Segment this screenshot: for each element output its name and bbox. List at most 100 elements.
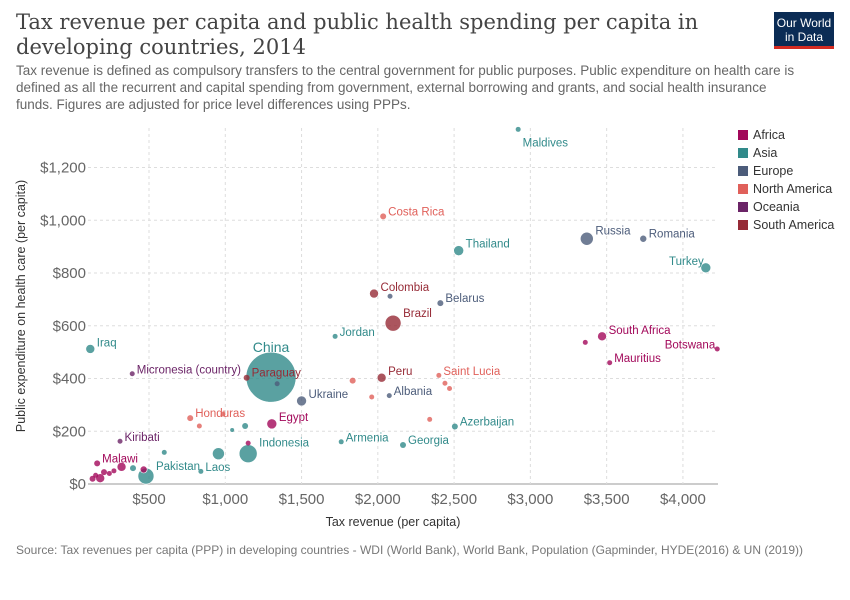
legend-label: Oceania: [753, 200, 800, 214]
data-point: [332, 333, 338, 339]
point-label: Saint Lucia: [443, 366, 501, 378]
point-label: Indonesia: [259, 438, 309, 450]
data-point: [447, 386, 453, 392]
data-point: [196, 423, 202, 429]
y-axis-title: Public expenditure on health care (per c…: [14, 180, 28, 432]
data-point: [85, 344, 96, 354]
owid-logo[interactable]: Our World in Data: [774, 12, 834, 49]
legend-item[interactable]: North America: [738, 180, 834, 198]
point-label: South Africa: [609, 325, 672, 337]
point-label: Egypt: [279, 412, 309, 424]
source-note: Source: Tax revenues per capita (PPP) in…: [16, 543, 804, 557]
data-point: [94, 460, 101, 467]
point-label: Jordan: [340, 327, 375, 339]
data-point: [580, 231, 594, 246]
point-label: Azerbaijan: [460, 417, 514, 429]
data-point: [198, 468, 204, 474]
data-point: [245, 440, 251, 446]
point-label: Maldives: [523, 137, 569, 149]
legend-swatch: [738, 220, 748, 230]
x-tick-label: $4,000: [660, 491, 706, 508]
data-point: [139, 465, 148, 474]
point-label: Malawi: [102, 453, 138, 465]
point-label: Paraguay: [252, 368, 301, 380]
logo-line-2: in Data: [784, 30, 824, 44]
point-label: Peru: [388, 366, 412, 378]
point-label: Mauritius: [614, 353, 661, 365]
data-point: [274, 381, 280, 387]
point-label: Brazil: [403, 308, 432, 320]
point-label: Micronesia (country): [137, 364, 241, 376]
legend-item[interactable]: Europe: [738, 162, 834, 180]
data-point: [238, 444, 258, 463]
point-label: Botswana: [665, 339, 716, 351]
y-tick-label: $1,000: [40, 212, 86, 229]
legend-item[interactable]: Asia: [738, 144, 834, 162]
chart-subtitle: Tax revenue is defined as compulsory tra…: [16, 63, 795, 112]
data-point: [380, 213, 387, 220]
legend-swatch: [738, 184, 748, 194]
chart-title: Tax revenue per capita and public health…: [16, 10, 699, 59]
data-point: [230, 427, 235, 432]
data-point: [369, 288, 379, 299]
data-point: [242, 422, 249, 429]
data-point: [101, 469, 108, 476]
data-point: [607, 360, 613, 366]
data-point: [111, 468, 117, 474]
data-point: [220, 411, 226, 417]
point-label: Russia: [595, 225, 631, 237]
data-point: [117, 438, 123, 444]
data-point: [384, 314, 402, 332]
point-label: Albania: [394, 386, 433, 398]
data-point: [453, 245, 464, 256]
legend-label: North America: [753, 182, 833, 196]
point-label: Iraq: [97, 337, 117, 349]
point-label: Thailand: [466, 239, 510, 251]
legend-item[interactable]: Oceania: [738, 198, 834, 216]
legend: Africa Asia Europe North America Oceania Sout…: [738, 126, 834, 234]
x-tick-label: $1,000: [202, 491, 248, 508]
data-point: [597, 331, 607, 342]
data-point: [387, 293, 393, 299]
point-label: Georgia: [408, 435, 450, 447]
legend-swatch: [738, 148, 748, 158]
y-tick-label: $200: [53, 423, 86, 440]
x-tick-label: $3,500: [584, 491, 630, 508]
data-point: [106, 470, 112, 476]
legend-item[interactable]: South America: [738, 216, 834, 234]
x-tick-label: $3,000: [507, 491, 553, 508]
data-point: [338, 439, 344, 445]
x-tick-label: $2,000: [355, 491, 401, 508]
y-tick-label: $600: [53, 318, 86, 335]
x-tick-label: $500: [132, 491, 165, 508]
point-label: Colombia: [381, 282, 430, 294]
data-point: [296, 395, 307, 407]
data-point: [442, 380, 448, 386]
data-point: [116, 462, 127, 472]
point-label: China: [253, 339, 290, 355]
data-point: [187, 415, 194, 422]
point-label: Laos: [205, 462, 230, 474]
point-label: Kiribati: [125, 432, 160, 444]
point-label: Ukraine: [309, 389, 349, 401]
data-point: [161, 449, 167, 455]
point-label: Honduras: [195, 408, 245, 420]
point-label: Costa Rica: [388, 206, 445, 218]
y-tick-label: $800: [53, 265, 86, 282]
data-point: [93, 472, 99, 478]
point-label: Belarus: [445, 293, 484, 305]
data-point: [451, 423, 458, 430]
data-point: [700, 262, 712, 274]
data-point: [129, 371, 135, 377]
y-tick-label: $0: [69, 476, 86, 493]
legend-label: Asia: [753, 146, 778, 160]
data-point: [400, 441, 406, 448]
point-label: Romania: [649, 228, 696, 240]
legend-item[interactable]: Africa: [738, 126, 834, 144]
data-point: [436, 372, 442, 378]
data-point: [714, 346, 720, 352]
y-tick-label: $400: [53, 371, 86, 388]
y-tick-label: $1,200: [40, 160, 86, 177]
legend-swatch: [738, 166, 748, 176]
